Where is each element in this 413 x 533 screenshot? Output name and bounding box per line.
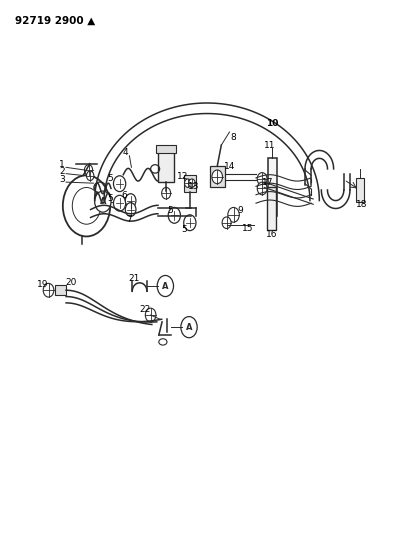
Circle shape xyxy=(86,171,94,181)
Bar xyxy=(209,166,224,188)
Text: 1: 1 xyxy=(59,160,65,169)
Text: 22: 22 xyxy=(139,305,150,314)
Circle shape xyxy=(95,191,111,212)
Text: 15: 15 xyxy=(242,224,253,233)
Bar xyxy=(267,188,275,230)
Circle shape xyxy=(184,179,191,188)
Text: 21: 21 xyxy=(128,273,140,282)
Text: 5: 5 xyxy=(167,206,173,215)
Circle shape xyxy=(113,176,126,191)
Circle shape xyxy=(222,217,230,229)
Text: 11: 11 xyxy=(263,141,275,150)
Text: 13: 13 xyxy=(188,182,199,191)
Text: 5: 5 xyxy=(181,225,187,234)
Text: 14: 14 xyxy=(223,162,235,171)
Circle shape xyxy=(183,215,195,231)
Text: 8: 8 xyxy=(230,133,236,142)
Text: 2: 2 xyxy=(59,166,65,175)
Bar xyxy=(184,175,195,191)
Text: 20: 20 xyxy=(66,278,77,287)
Text: 12: 12 xyxy=(176,172,188,181)
Bar xyxy=(55,286,66,295)
Text: A: A xyxy=(162,281,168,290)
Circle shape xyxy=(113,195,126,211)
Bar xyxy=(355,179,363,201)
Circle shape xyxy=(43,284,54,297)
Text: 4: 4 xyxy=(122,148,128,157)
Text: 19: 19 xyxy=(37,280,48,289)
Circle shape xyxy=(227,207,239,222)
Bar xyxy=(158,151,173,182)
Bar xyxy=(156,145,176,152)
Circle shape xyxy=(161,188,170,199)
Circle shape xyxy=(125,203,135,216)
Text: 5: 5 xyxy=(107,194,113,203)
Circle shape xyxy=(188,179,195,188)
Text: 10: 10 xyxy=(266,118,278,127)
Text: 9: 9 xyxy=(237,206,243,215)
Circle shape xyxy=(256,182,266,195)
Circle shape xyxy=(84,165,93,175)
Circle shape xyxy=(157,276,173,296)
Text: 6: 6 xyxy=(121,191,127,200)
Circle shape xyxy=(168,207,180,223)
Circle shape xyxy=(211,170,222,184)
Circle shape xyxy=(180,317,197,338)
Text: 5: 5 xyxy=(107,174,113,183)
Circle shape xyxy=(256,173,266,185)
Bar xyxy=(267,158,276,216)
Text: A: A xyxy=(100,197,106,206)
Text: 92719 2900 ▲: 92719 2900 ▲ xyxy=(15,16,95,26)
Text: 17: 17 xyxy=(261,177,273,187)
Circle shape xyxy=(145,308,156,322)
Circle shape xyxy=(125,193,135,207)
Text: A: A xyxy=(185,322,192,332)
Text: 18: 18 xyxy=(355,200,366,209)
Text: 7: 7 xyxy=(126,214,132,223)
Text: 16: 16 xyxy=(265,230,277,239)
Text: 3: 3 xyxy=(59,175,65,184)
